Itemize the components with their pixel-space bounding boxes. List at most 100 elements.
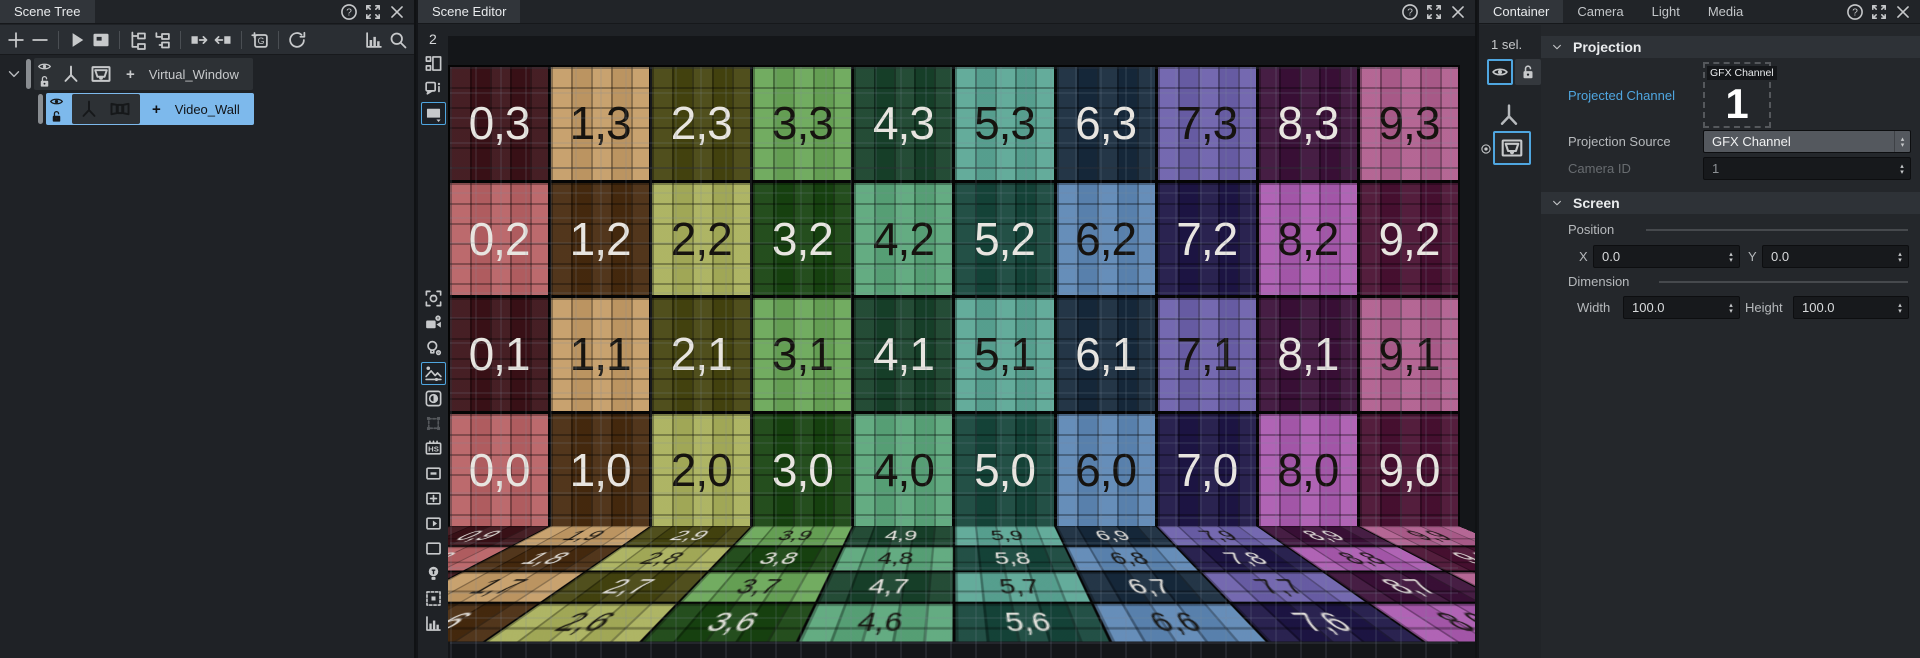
tree-row-virtual-window[interactable]: + Virtual_Window (2, 58, 253, 90)
show-lights-button[interactable] (421, 337, 446, 360)
position-y-field[interactable]: 0.0 ▴ ▾ (1762, 245, 1909, 268)
help-icon[interactable]: ? (1846, 3, 1864, 21)
performance-icon[interactable] (364, 30, 384, 50)
scene-tree-toolbar: G (0, 25, 414, 55)
hs-icon: HS (424, 439, 443, 458)
maximize-icon[interactable] (1425, 3, 1443, 21)
search-icon[interactable] (388, 30, 408, 50)
editor-info-button[interactable] (421, 77, 446, 100)
close-icon[interactable] (1449, 3, 1467, 21)
selection-region-button[interactable] (421, 587, 446, 610)
tree-row-video-wall[interactable]: + Video_Wall (38, 93, 254, 125)
layout-mode-button[interactable] (421, 52, 446, 75)
add-group-icon[interactable]: G (250, 30, 270, 50)
projection-section-header[interactable]: Projection (1541, 36, 1920, 58)
node-plus: + (126, 66, 135, 83)
dropdown-arrows-icon[interactable]: ▴ ▾ (1894, 131, 1910, 152)
tab-label: Camera (1577, 4, 1623, 19)
tab-container[interactable]: Container (1479, 0, 1563, 23)
add-node-icon[interactable] (6, 30, 26, 50)
lock-toggle[interactable] (1515, 59, 1541, 85)
scene-editor-panel: Scene Editor ? 2 HS 0,3 1,3 2,3 3,3 4,3 5,3 6,… (418, 0, 1477, 658)
drag-handle[interactable] (38, 94, 43, 124)
tile-label: 8,9 (1295, 527, 1354, 543)
eye-icon[interactable] (37, 59, 52, 74)
projected-channel-label[interactable]: Projected Channel (1568, 88, 1675, 103)
close-icon[interactable] (1894, 3, 1912, 21)
tile-label: 3,3 (772, 96, 833, 150)
position-y-value: 0.0 (1771, 249, 1789, 264)
height-field[interactable]: 100.0 ▴ ▾ (1793, 296, 1909, 319)
drag-handle[interactable] (26, 59, 31, 89)
floor-tile-6-9: 6,9 (1056, 526, 1174, 545)
move-node-in-icon[interactable] (213, 30, 233, 50)
tile-label: 1,1 (570, 327, 631, 381)
box-minus-tool-button[interactable] (421, 462, 446, 485)
stop-frame-icon[interactable] (91, 30, 111, 50)
tile-label: 7,7 (1246, 574, 1315, 599)
eye-icon[interactable] (49, 94, 64, 109)
spinner-arrows-icon[interactable]: ▴ ▾ (1723, 297, 1739, 318)
axis-icon[interactable] (1495, 101, 1523, 129)
lock-icon[interactable] (49, 109, 64, 124)
spinner-arrows-icon[interactable]: ▴ ▾ (1723, 246, 1739, 267)
collapse-tree-icon[interactable] (152, 30, 172, 50)
move-node-out-icon[interactable] (189, 30, 209, 50)
viewport[interactable]: 0,3 1,3 2,3 3,3 4,3 5,3 6,3 7,3 8,3 9,3 0,2 1,2 2,2 3… (448, 36, 1475, 658)
contrast-mode-button[interactable] (421, 387, 446, 410)
maximize-icon[interactable] (364, 3, 382, 21)
tile-label: 4,1 (873, 327, 934, 381)
play-icon[interactable] (67, 30, 87, 50)
projection-source-dropdown[interactable]: GFX Channel ▴ ▾ (1703, 130, 1911, 153)
light-eye-icon (424, 339, 443, 358)
camera-reset-button[interactable] (421, 287, 446, 310)
scene-editor-tab[interactable]: Scene Editor (418, 0, 520, 23)
tile-label: 0,1 (469, 327, 530, 381)
help-icon[interactable]: ? (1401, 3, 1419, 21)
hs-mode-button[interactable]: HS (421, 437, 446, 460)
tab-light[interactable]: Light (1638, 0, 1694, 23)
lighting-toggle-button[interactable] (421, 562, 446, 585)
width-field[interactable]: 100.0 ▴ ▾ (1623, 296, 1740, 319)
lock-icon[interactable] (37, 74, 52, 89)
position-x-field[interactable]: 0.0 ▴ ▾ (1593, 245, 1740, 268)
tab-camera[interactable]: Camera (1563, 0, 1637, 23)
render-view-button[interactable] (421, 102, 446, 125)
scene-tree-tab[interactable]: Scene Tree (0, 0, 95, 23)
expand-tree-icon[interactable] (128, 30, 148, 50)
help-icon[interactable]: ? (340, 3, 358, 21)
bulb-icon (424, 564, 443, 583)
svg-text:HS: HS (428, 445, 439, 454)
screen-section-header[interactable]: Screen (1541, 192, 1920, 214)
tab-media[interactable]: Media (1694, 0, 1757, 23)
box-plus-tool-button[interactable] (421, 487, 446, 510)
tile-label: 8,1 (1277, 327, 1338, 381)
statistics-button[interactable] (421, 612, 446, 635)
projection-type-button[interactable] (1493, 131, 1531, 165)
video-wall-pattern: 0,3 1,3 2,3 3,3 4,3 5,3 6,3 7,3 8,3 9,3 0,2 1,2 2,2 3… (450, 67, 1458, 526)
spinner-arrows-icon[interactable]: ▴ ▾ (1892, 297, 1908, 318)
remove-node-icon[interactable] (30, 30, 50, 50)
box-play-tool-button[interactable] (421, 512, 446, 535)
dashed-dot-icon (424, 589, 443, 608)
reload-icon[interactable] (287, 30, 307, 50)
floor-tile-5-8: 5,8 (955, 547, 1075, 571)
spinner-arrows-icon[interactable]: ▴ ▾ (1894, 158, 1910, 179)
wall-tile-9-3: 9,3 (1360, 67, 1458, 180)
show-cameras-button[interactable] (421, 312, 446, 335)
tile-label: 2,1 (671, 327, 732, 381)
bounding-box-button[interactable] (421, 537, 446, 560)
chevron-down-icon[interactable] (6, 66, 22, 82)
tile-label: 2,2 (671, 212, 732, 266)
close-icon[interactable] (388, 3, 406, 21)
chevron-down-icon (1551, 197, 1563, 209)
visibility-toggle[interactable] (1487, 59, 1513, 85)
tile-label: 1,3 (570, 96, 631, 150)
maximize-icon[interactable] (1870, 3, 1888, 21)
wall-tile-7-2: 7,2 (1158, 183, 1256, 296)
spinner-arrows-icon[interactable]: ▴ ▾ (1892, 246, 1908, 267)
scene-editor-tool-strip: HS (418, 52, 449, 658)
box-play-icon (424, 514, 443, 533)
scene-display-options-button[interactable] (421, 362, 446, 385)
transform-gizmo-button[interactable] (421, 412, 446, 435)
